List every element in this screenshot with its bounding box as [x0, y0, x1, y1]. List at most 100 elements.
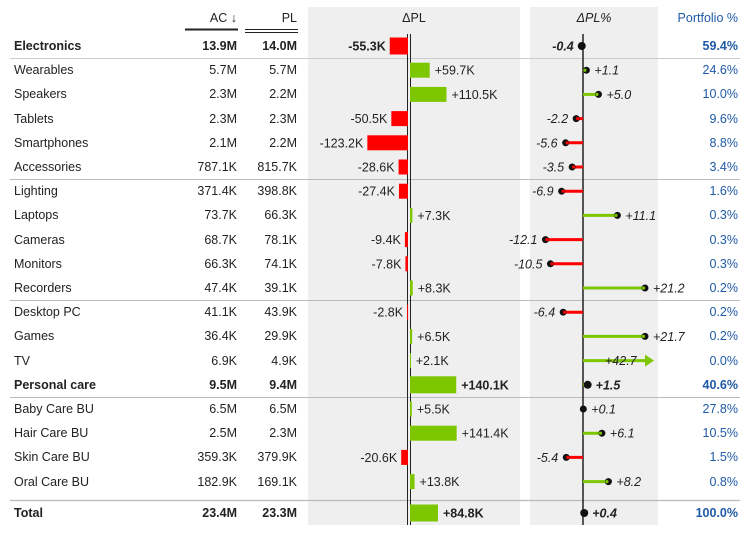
portfolio-value: 59.4% [702, 39, 738, 53]
delta-pl-pct-label: -0.4 [552, 40, 574, 54]
category-label: Games [14, 329, 55, 344]
delta-pl-pct-dot-fill [583, 68, 587, 72]
portfolio-value: 8.8% [709, 135, 739, 150]
delta-pl-pct-dot-fill [565, 141, 569, 145]
delta-pl-bar [401, 449, 408, 465]
pl-value: 39.1K [264, 281, 297, 295]
header-ac[interactable]: AC ↓ [209, 11, 237, 25]
delta-pl-pct-dot-fill [563, 310, 567, 314]
portfolio-value: 0.2% [709, 329, 739, 344]
header-pl[interactable]: PL [281, 11, 297, 25]
category-label: Hair Care BU [14, 426, 89, 441]
category-label: Monitors [14, 256, 62, 271]
delta-pl-pct-dot-fill [561, 189, 565, 193]
delta-pl-label: +13.8K [420, 475, 461, 489]
delta-pl-bar [410, 353, 411, 369]
category-label: Smartphones [14, 135, 89, 150]
portfolio-value: 0.3% [709, 232, 739, 247]
pl-value: 815.7K [257, 160, 297, 174]
delta-pl-bar [405, 256, 408, 272]
delta-pl-bar [410, 401, 412, 417]
delta-pl-bar [398, 183, 408, 199]
ac-value: 41.1K [204, 305, 237, 320]
pl-value: 78.1K [264, 232, 297, 247]
delta-pl-pct-label: +21.2 [653, 282, 685, 296]
pl-value: 74.1K [264, 256, 297, 271]
category-label: Tablets [14, 111, 54, 126]
ac-value: 6.5M [209, 402, 237, 416]
pl-value: 9.4M [269, 377, 297, 392]
category-label: Speakers [14, 87, 67, 102]
pl-value: 398.8K [257, 184, 297, 199]
delta-pl-label: +5.5K [417, 403, 451, 417]
ac-value: 68.7K [204, 232, 237, 247]
ac-value: 9.5M [209, 377, 237, 392]
delta-pl-pct-dot-fill [641, 286, 646, 290]
category-label: Oral Care BU [14, 474, 90, 489]
ac-value: 23.4M [202, 506, 237, 520]
delta-pl-bar [410, 474, 415, 490]
delta-pl-bar [389, 37, 408, 55]
delta-pl-pct-dot-fill [605, 480, 609, 484]
pl-value: 2.3M [269, 426, 297, 441]
ac-value: 2.5M [209, 426, 237, 441]
delta-pl-label: -2.8K [373, 306, 404, 320]
delta-pl-pct-label: +0.1 [591, 403, 616, 417]
delta-pl-pct-label: -6.9 [532, 185, 554, 199]
category-label: Baby Care BU [14, 402, 94, 416]
ac-value: 73.7K [204, 208, 237, 223]
category-label: Laptops [14, 208, 59, 223]
ac-value: 13.9M [202, 39, 237, 53]
delta-pl-pct-dot [583, 380, 592, 389]
category-label: Lighting [14, 184, 58, 199]
pl-value: 43.9K [264, 305, 297, 320]
delta-pl-pct-label: +6.1 [610, 427, 635, 441]
header-delta-pl[interactable]: ΔPL [402, 11, 426, 25]
pl-value: 5.7M [269, 63, 297, 78]
delta-pl-bar [407, 304, 409, 320]
delta-pl-bar [398, 159, 408, 175]
pl-value: 379.9K [257, 450, 297, 465]
delta-pl-pct-dot-fill [614, 213, 618, 217]
delta-pl-label: +8.3K [418, 282, 452, 296]
pl-value: 23.3M [262, 506, 297, 520]
delta-pl-label: -50.5K [350, 112, 387, 126]
delta-pl-pct-dot [579, 405, 587, 413]
delta-pl-bar [410, 328, 413, 344]
ac-value: 371.4K [197, 184, 237, 199]
delta-pl-pct-label: +8.2 [616, 475, 641, 489]
header-portfolio[interactable]: Portfolio % [677, 11, 738, 25]
delta-pl-label: +2.1K [416, 354, 450, 368]
portfolio-value: 1.6% [709, 184, 739, 199]
delta-pl-label: -27.4K [358, 185, 395, 199]
delta-pl-pct-label: +5.0 [607, 88, 632, 102]
pl-value: 66.3K [264, 208, 297, 223]
portfolio-value: 9.6% [709, 111, 739, 126]
pl-value: 2.2M [269, 135, 297, 150]
delta-pl-bar [410, 504, 438, 522]
delta-pl-pct-dot-fill [572, 165, 576, 169]
ac-value: 47.4K [204, 281, 237, 295]
delta-pl-label: +140.1K [461, 378, 509, 392]
delta-pl-bar [410, 425, 457, 441]
pl-value: 29.9K [264, 329, 297, 344]
portfolio-value: 10.0% [702, 87, 738, 102]
delta-pl-label: -9.4K [371, 233, 402, 247]
delta-pl-label: +110.5K [451, 88, 498, 102]
delta-pl-pct-label: +0.4 [592, 507, 617, 521]
header-delta-pl-pct[interactable]: ΔPL% [576, 11, 612, 25]
delta-pl-bar [391, 111, 408, 127]
delta-pl-label: -123.2K [320, 136, 364, 150]
ac-value: 5.7M [209, 63, 237, 78]
delta-pl-pct-label: -12.1 [509, 233, 538, 247]
category-label: TV [14, 353, 30, 368]
pl-value: 2.3M [269, 111, 297, 126]
delta-pl-pct-dot-fill [595, 92, 599, 96]
delta-pl-pct-label: +1.1 [594, 64, 619, 78]
pl-value: 169.1K [257, 474, 297, 489]
category-label: Accessories [14, 160, 82, 174]
pl-value: 2.2M [269, 87, 297, 102]
portfolio-value: 0.8% [709, 474, 739, 489]
